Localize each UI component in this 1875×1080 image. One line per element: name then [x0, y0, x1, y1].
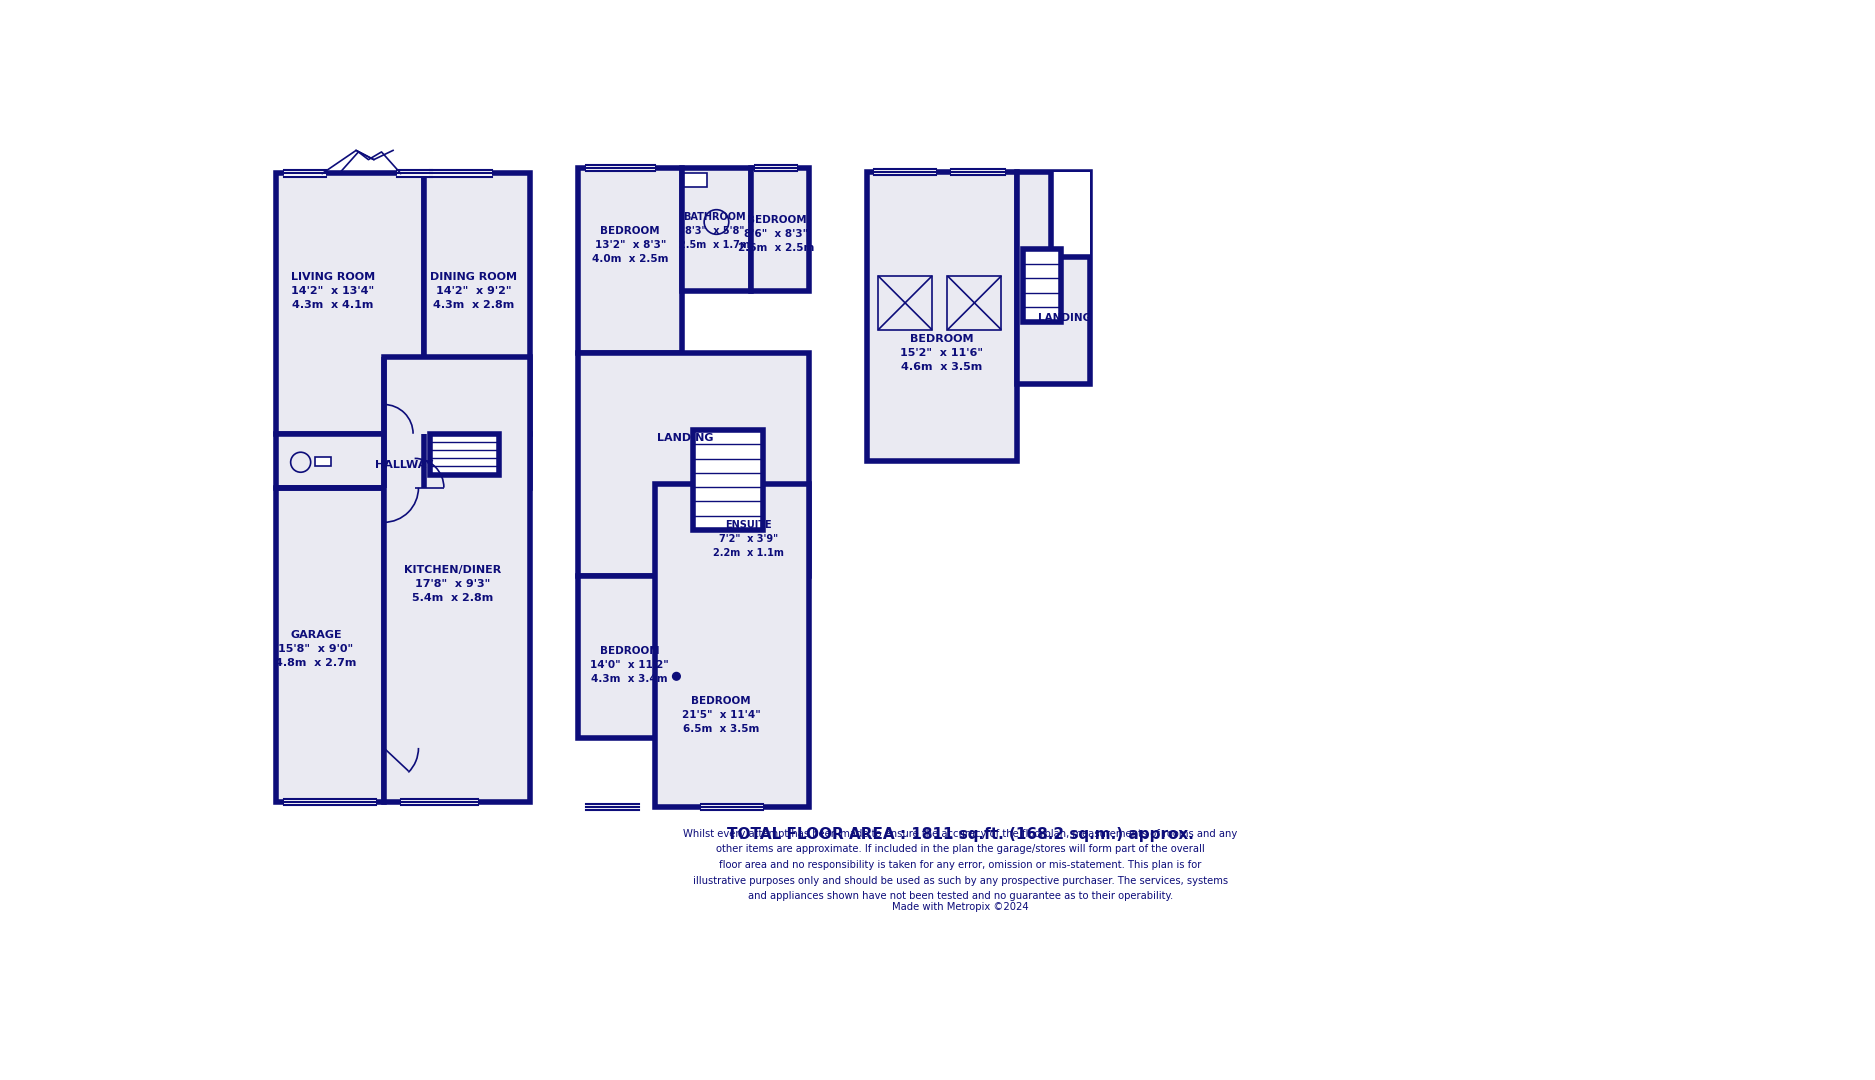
Bar [398, 171, 431, 176]
Text: LANDING: LANDING [658, 433, 714, 443]
Text: KITCHEN/DINER
17'8"  x 9'3"
5.4m  x 2.8m: KITCHEN/DINER 17'8" x 9'3" 5.4m x 2.8m [405, 565, 502, 603]
Text: HALLWAY: HALLWAY [375, 460, 433, 470]
Bar [315, 457, 332, 467]
Text: BEDROOM
13'2"  x 8'3"
4.0m  x 2.5m: BEDROOM 13'2" x 8'3" 4.0m x 2.5m [592, 226, 669, 265]
Bar [1024, 249, 1061, 322]
Text: BEDROOM
15'2"  x 11'6"
4.6m  x 3.5m: BEDROOM 15'2" x 11'6" 4.6m x 3.5m [900, 334, 983, 372]
Bar [585, 165, 654, 171]
Bar [283, 171, 326, 176]
Text: GARAGE
15'8"  x 9'0"
4.8m  x 2.7m: GARAGE 15'8" x 9'0" 4.8m x 2.7m [276, 631, 356, 669]
Bar [578, 577, 682, 738]
Bar [701, 805, 763, 810]
Bar [866, 172, 1016, 461]
Bar [874, 168, 936, 175]
Text: BEDROOM
8'6"  x 8'3"
2.6m  x 2.5m: BEDROOM 8'6" x 8'3" 2.6m x 2.5m [739, 215, 816, 253]
Bar [682, 168, 752, 292]
Text: DINING ROOM
14'2"  x 9'2"
4.3m  x 2.8m: DINING ROOM 14'2" x 9'2" 4.3m x 2.8m [431, 272, 518, 310]
Bar [276, 434, 531, 488]
Text: TOTAL FLOOR AREA : 1811 sq.ft. (168.2 sq.m.) approx.: TOTAL FLOOR AREA : 1811 sq.ft. (168.2 sq… [728, 826, 1194, 841]
Bar [684, 174, 707, 187]
Bar [578, 168, 682, 353]
Bar [752, 168, 808, 292]
Bar [578, 353, 808, 577]
Text: LIVING ROOM
14'2"  x 13'4"
4.3m  x 4.1m: LIVING ROOM 14'2" x 13'4" 4.3m x 4.1m [291, 272, 375, 310]
Text: Made with Metropix ©2024: Made with Metropix ©2024 [892, 902, 1029, 913]
Bar [716, 491, 786, 572]
Bar [585, 805, 639, 810]
Bar [384, 356, 531, 801]
Bar [276, 488, 384, 801]
Bar [1052, 172, 1089, 257]
Bar [424, 174, 531, 434]
Bar [401, 799, 478, 805]
Bar [756, 165, 797, 171]
Bar [283, 799, 377, 805]
Text: LANDING: LANDING [1039, 313, 1091, 323]
Bar [694, 430, 763, 530]
Text: ENSUITE
7'2"  x 3'9"
2.2m  x 1.1m: ENSUITE 7'2" x 3'9" 2.2m x 1.1m [712, 521, 784, 558]
Bar [429, 434, 499, 474]
Bar [1016, 172, 1089, 383]
Bar [654, 484, 808, 807]
Text: BEDROOM
14'0"  x 11'2"
4.3m  x 3.4m: BEDROOM 14'0" x 11'2" 4.3m x 3.4m [591, 646, 669, 684]
Text: BEDROOM
21'5"  x 11'4"
6.5m  x 3.5m: BEDROOM 21'5" x 11'4" 6.5m x 3.5m [682, 696, 761, 733]
Bar [951, 168, 1005, 175]
Bar [878, 275, 932, 329]
Text: Whilst every attempt has been made to ensure the accuracy of the floorplan, meas: Whilst every attempt has been made to en… [682, 828, 1238, 901]
Bar [276, 174, 424, 434]
Bar [947, 275, 1001, 329]
Text: BATHROOM
8'3"  x 5'8"
2.5m  x 1.7m: BATHROOM 8'3" x 5'8" 2.5m x 1.7m [679, 213, 750, 251]
Bar [429, 171, 491, 176]
Circle shape [673, 673, 681, 680]
